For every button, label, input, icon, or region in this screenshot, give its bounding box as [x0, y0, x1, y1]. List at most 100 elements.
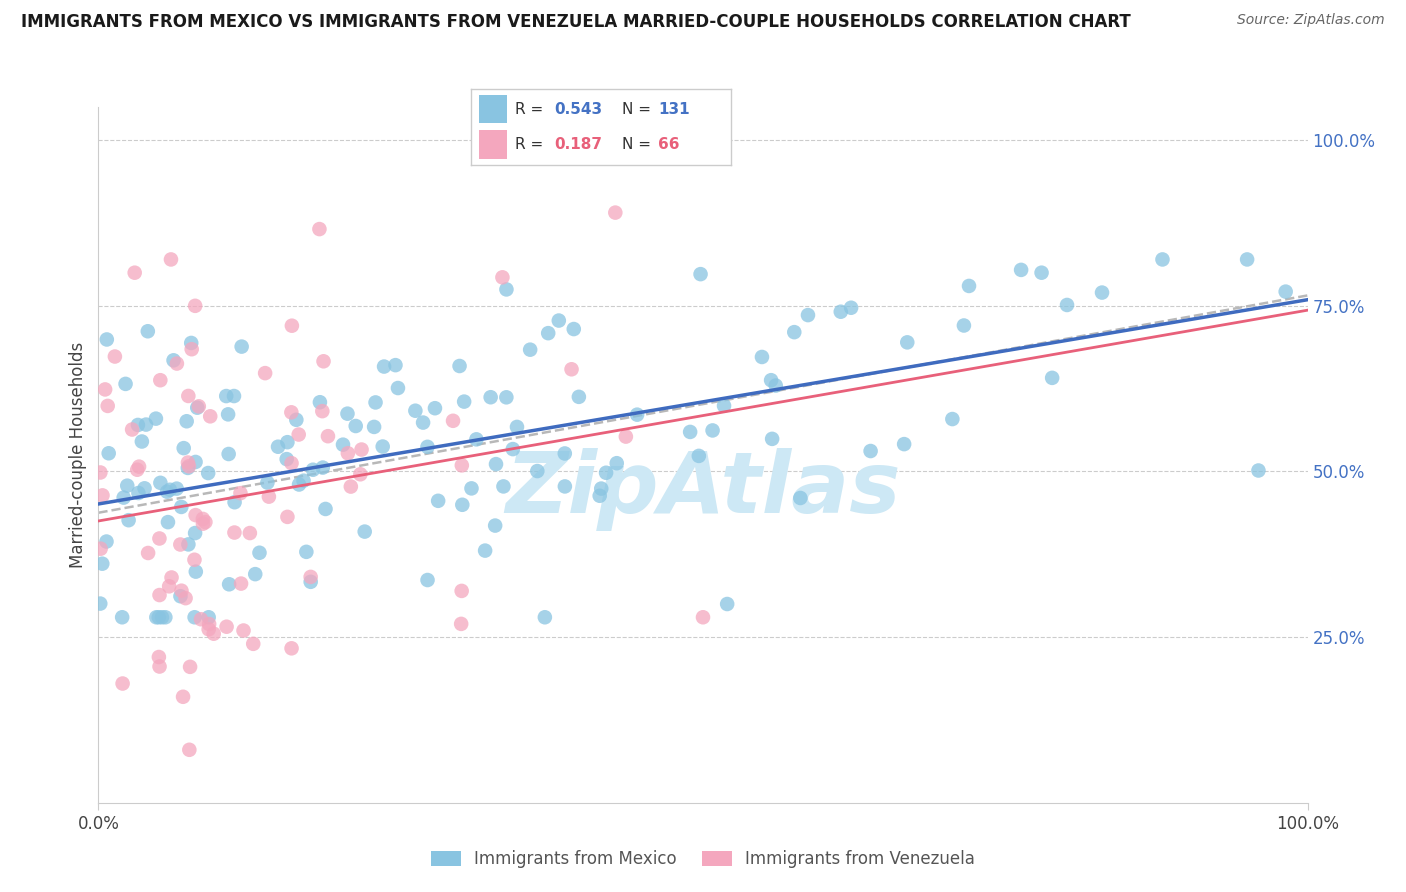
Point [280, 456, 302, 470]
Point [136, 324, 159, 338]
Point [180, 342, 202, 356]
Point [89, 466, 111, 480]
Point [688, 449, 710, 463]
Point [177, 537, 200, 551]
Point [302, 463, 325, 477]
Point [150, 610, 173, 624]
Point [316, 429, 339, 443]
Legend: Immigrants from Mexico, Immigrants from Venezuela: Immigrants from Mexico, Immigrants from … [425, 844, 981, 875]
Point [136, 546, 159, 560]
Point [202, 626, 225, 640]
Text: N =: N = [621, 103, 655, 117]
Point [249, 546, 271, 560]
Point [450, 616, 472, 631]
Point [148, 650, 170, 665]
Point [591, 482, 613, 496]
Point [177, 459, 200, 474]
Point [280, 405, 302, 419]
Point [460, 482, 482, 496]
Point [256, 475, 278, 490]
Point [1040, 371, 1063, 385]
Point [1010, 263, 1032, 277]
Point [232, 624, 254, 638]
Text: 0.187: 0.187 [554, 137, 602, 152]
Bar [479, 130, 508, 159]
Point [495, 282, 517, 296]
Point [474, 543, 496, 558]
Point [373, 359, 395, 374]
Point [562, 322, 585, 336]
Point [191, 512, 214, 526]
Point [288, 477, 311, 491]
Point [416, 573, 439, 587]
Point [561, 362, 583, 376]
Point [299, 570, 322, 584]
Point [315, 502, 337, 516]
Point [218, 447, 240, 461]
Point [197, 610, 219, 624]
Point [134, 481, 156, 495]
Point [692, 610, 714, 624]
Text: R =: R = [515, 103, 548, 117]
Point [117, 478, 139, 492]
Point [239, 526, 262, 541]
Point [183, 610, 205, 624]
Point [127, 463, 149, 477]
Text: R =: R = [515, 137, 548, 152]
Point [312, 460, 335, 475]
Point [1152, 252, 1174, 267]
Point [423, 401, 446, 416]
Point [112, 491, 135, 505]
Point [170, 583, 193, 598]
Point [229, 486, 252, 500]
Point [344, 419, 367, 434]
Point [450, 583, 472, 598]
Point [183, 553, 205, 567]
Point [114, 376, 136, 391]
Point [104, 350, 127, 364]
Point [568, 390, 591, 404]
Point [312, 354, 335, 368]
Point [184, 299, 207, 313]
Point [169, 537, 191, 551]
Point [387, 381, 409, 395]
Point [127, 417, 149, 432]
Text: ZipAtlas: ZipAtlas [505, 448, 901, 532]
Point [364, 395, 387, 409]
Point [941, 412, 963, 426]
Bar [479, 95, 508, 123]
Point [1247, 463, 1270, 477]
Point [135, 417, 157, 432]
Point [716, 597, 738, 611]
Point [309, 395, 332, 409]
Point [679, 425, 702, 439]
Point [186, 401, 208, 415]
Text: 131: 131 [658, 103, 690, 117]
Point [276, 452, 298, 467]
Point [218, 577, 240, 591]
Point [242, 637, 264, 651]
Point [797, 308, 820, 322]
Text: 0.543: 0.543 [554, 103, 602, 117]
Point [451, 498, 474, 512]
Point [117, 513, 139, 527]
Point [198, 617, 221, 632]
Point [94, 383, 117, 397]
Point [626, 408, 648, 422]
Point [276, 435, 298, 450]
Point [465, 433, 488, 447]
Point [295, 545, 318, 559]
Point [350, 442, 373, 457]
Point [534, 610, 557, 624]
Point [172, 690, 194, 704]
Point [595, 466, 617, 480]
Point [311, 404, 333, 418]
Point [257, 490, 280, 504]
Point [131, 434, 153, 449]
Point [537, 326, 560, 340]
Point [156, 484, 179, 499]
Point [783, 325, 806, 339]
Point [441, 414, 464, 428]
Point [484, 518, 506, 533]
Point [506, 420, 529, 434]
